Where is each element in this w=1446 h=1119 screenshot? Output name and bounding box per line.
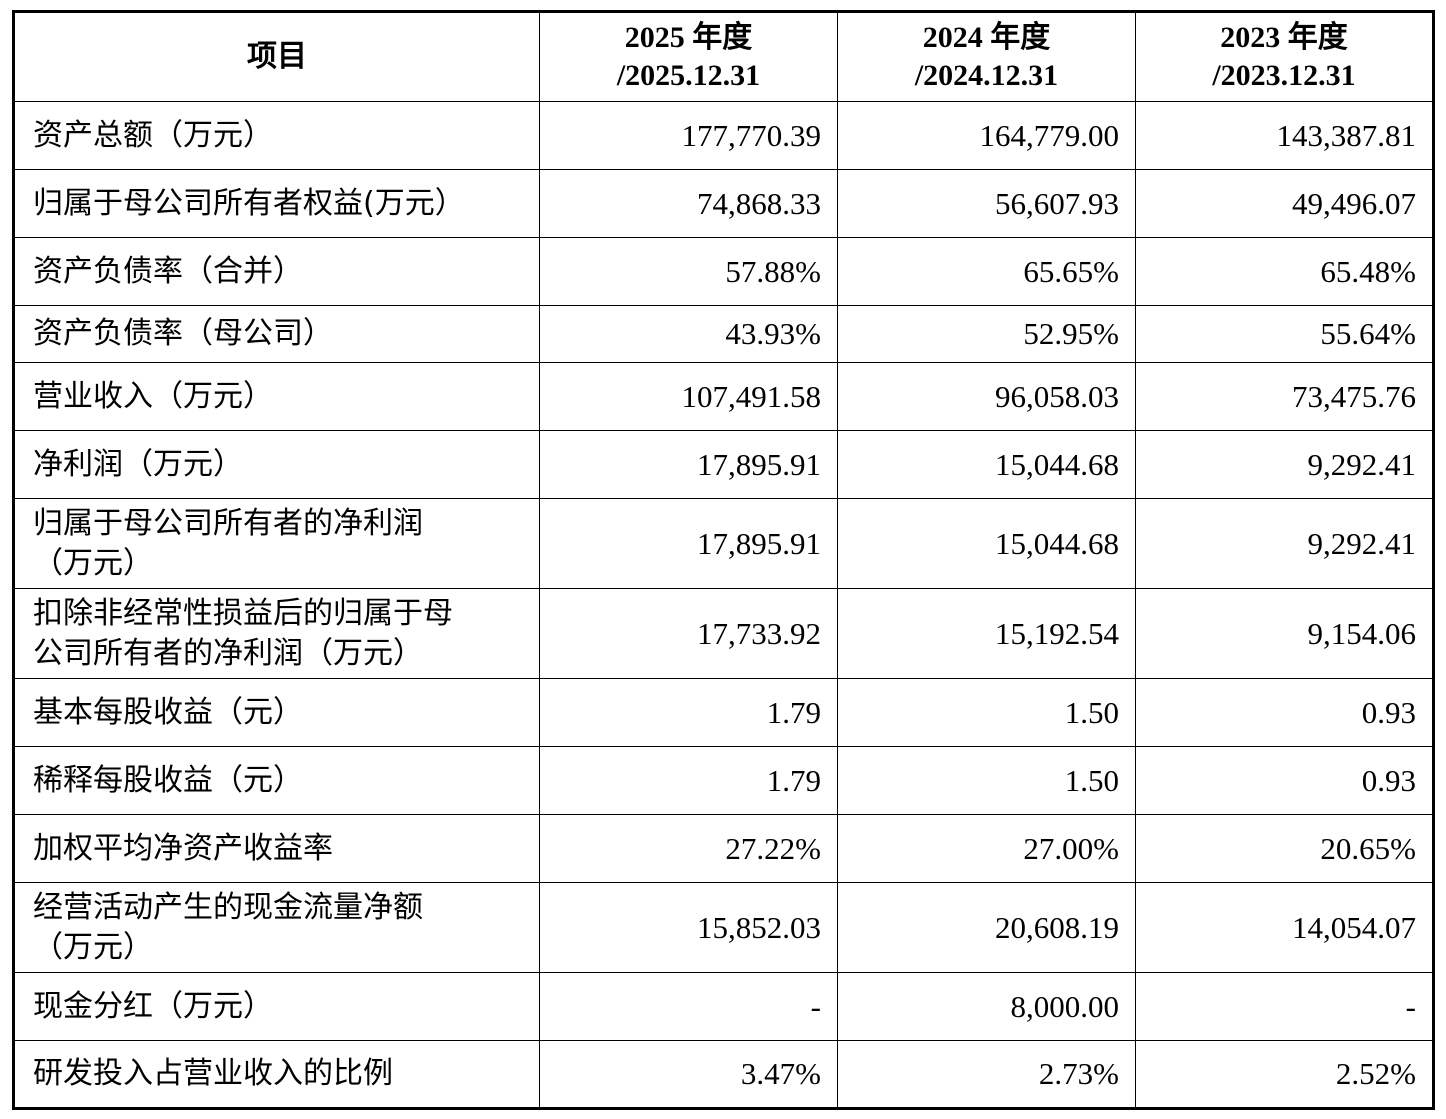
row-label: 营业收入（万元） (13, 362, 540, 431)
header-row: 项目 2025 年度 /2025.12.31 2024 年度 /2024.12.… (13, 11, 1434, 102)
table-row: 资产负债率（母公司） 43.93% 52.95% 55.64% (13, 305, 1434, 363)
value-2023: - (1135, 972, 1434, 1041)
header-item: 项目 (13, 11, 540, 102)
value-2023: 0.93 (1135, 746, 1434, 815)
header-2025-year: 2025 年度 (624, 21, 753, 54)
row-label: 稀释每股收益（元） (13, 746, 540, 815)
row-label: 归属于母公司所有者权益(万元） (13, 169, 540, 238)
value-2025: 17,733.92 (539, 588, 838, 679)
row-label: 资产负债率（母公司） (13, 305, 540, 363)
value-2024: 15,044.68 (837, 498, 1136, 589)
table-row: 净利润（万元） 17,895.91 15,044.68 9,292.41 (13, 430, 1434, 499)
value-2024: 164,779.00 (837, 101, 1136, 170)
header-2024-date: /2024.12.31 (914, 59, 1059, 92)
value-2023: 73,475.76 (1135, 362, 1434, 431)
table-row: 加权平均净资产收益率 27.22% 27.00% 20.65% (13, 814, 1434, 883)
value-2023: 20.65% (1135, 814, 1434, 883)
value-2024: 96,058.03 (837, 362, 1136, 431)
value-2025: 17,895.91 (539, 430, 838, 499)
value-2024: 15,044.68 (837, 430, 1136, 499)
value-2025: 1.79 (539, 746, 838, 815)
value-2023: 9,154.06 (1135, 588, 1434, 679)
header-2025-date: /2025.12.31 (616, 59, 761, 92)
row-label: 扣除非经常性损益后的归属于母 公司所有者的净利润（万元） (13, 588, 540, 679)
table-row: 经营活动产生的现金流量净额 （万元） 15,852.03 20,608.19 1… (13, 882, 1434, 973)
table-row: 扣除非经常性损益后的归属于母 公司所有者的净利润（万元） 17,733.92 1… (13, 588, 1434, 679)
value-2024: 20,608.19 (837, 882, 1136, 973)
row-label: 资产总额（万元） (13, 101, 540, 170)
value-2023: 14,054.07 (1135, 882, 1434, 973)
value-2025: 17,895.91 (539, 498, 838, 589)
row-label-line2: 公司所有者的净利润（万元） (33, 635, 423, 671)
value-2023: 9,292.41 (1135, 430, 1434, 499)
row-label-line2: （万元） (33, 929, 153, 965)
value-2024: 2.73% (837, 1040, 1136, 1109)
table-row: 资产负债率（合并） 57.88% 65.65% 65.48% (13, 237, 1434, 306)
value-2025: 74,868.33 (539, 169, 838, 238)
header-2023-year: 2023 年度 (1220, 21, 1348, 54)
value-2024: 27.00% (837, 814, 1136, 883)
value-2025: - (539, 972, 838, 1041)
row-label-line1: 归属于母公司所有者的净利润 (33, 505, 423, 541)
row-label-line2: （万元） (33, 545, 153, 581)
row-label-line1: 经营活动产生的现金流量净额 (33, 889, 423, 925)
value-2024: 65.65% (837, 237, 1136, 306)
header-2023-date: /2023.12.31 (1212, 59, 1356, 92)
value-2023: 0.93 (1135, 678, 1434, 747)
value-2023: 143,387.81 (1135, 101, 1434, 170)
value-2023: 2.52% (1135, 1040, 1434, 1109)
value-2025: 1.79 (539, 678, 838, 747)
value-2025: 57.88% (539, 237, 838, 306)
table-row: 归属于母公司所有者权益(万元） 74,868.33 56,607.93 49,4… (13, 169, 1434, 238)
value-2024: 15,192.54 (837, 588, 1136, 679)
value-2024: 1.50 (837, 678, 1136, 747)
value-2025: 43.93% (539, 305, 838, 363)
row-label: 基本每股收益（元） (13, 678, 540, 747)
financial-indicators-table: 项目 2025 年度 /2025.12.31 2024 年度 /2024.12.… (12, 10, 1435, 1110)
value-2025: 177,770.39 (539, 101, 838, 170)
row-label-line1: 扣除非经常性损益后的归属于母 (33, 595, 453, 631)
header-2025: 2025 年度 /2025.12.31 (539, 11, 838, 102)
row-label: 研发投入占营业收入的比例 (13, 1040, 540, 1109)
value-2024: 1.50 (837, 746, 1136, 815)
row-label: 净利润（万元） (13, 430, 540, 499)
value-2024: 56,607.93 (837, 169, 1136, 238)
value-2025: 15,852.03 (539, 882, 838, 973)
header-2023: 2023 年度 /2023.12.31 (1135, 11, 1434, 102)
value-2024: 8,000.00 (837, 972, 1136, 1041)
table-row: 基本每股收益（元） 1.79 1.50 0.93 (13, 678, 1434, 747)
table-row: 归属于母公司所有者的净利润 （万元） 17,895.91 15,044.68 9… (13, 498, 1434, 589)
header-2024-year: 2024 年度 (922, 21, 1051, 54)
row-label: 归属于母公司所有者的净利润 （万元） (13, 498, 540, 589)
value-2023: 65.48% (1135, 237, 1434, 306)
value-2023: 9,292.41 (1135, 498, 1434, 589)
row-label: 现金分红（万元） (13, 972, 540, 1041)
row-label: 加权平均净资产收益率 (13, 814, 540, 883)
value-2023: 49,496.07 (1135, 169, 1434, 238)
value-2023: 55.64% (1135, 305, 1434, 363)
table-row: 现金分红（万元） - 8,000.00 - (13, 972, 1434, 1041)
value-2025: 3.47% (539, 1040, 838, 1109)
header-2024: 2024 年度 /2024.12.31 (837, 11, 1136, 102)
value-2024: 52.95% (837, 305, 1136, 363)
table-row: 研发投入占营业收入的比例 3.47% 2.73% 2.52% (13, 1040, 1434, 1109)
table-row: 资产总额（万元） 177,770.39 164,779.00 143,387.8… (13, 101, 1434, 170)
table-row: 稀释每股收益（元） 1.79 1.50 0.93 (13, 746, 1434, 815)
row-label: 经营活动产生的现金流量净额 （万元） (13, 882, 540, 973)
row-label: 资产负债率（合并） (13, 237, 540, 306)
value-2025: 107,491.58 (539, 362, 838, 431)
table-row: 营业收入（万元） 107,491.58 96,058.03 73,475.76 (13, 362, 1434, 431)
value-2025: 27.22% (539, 814, 838, 883)
